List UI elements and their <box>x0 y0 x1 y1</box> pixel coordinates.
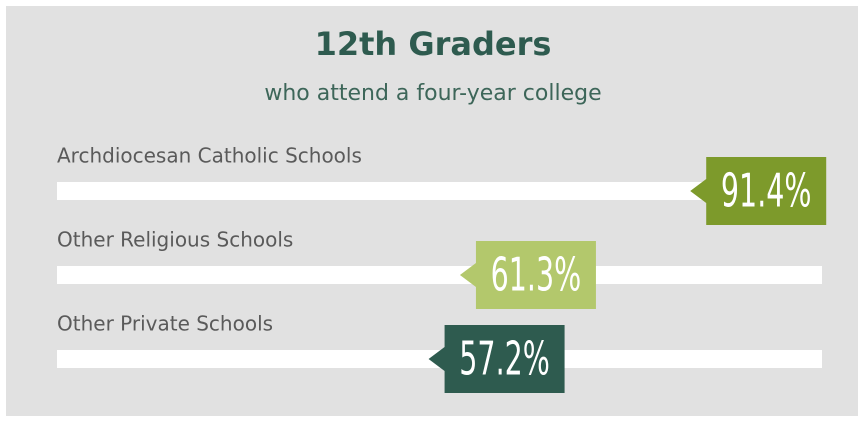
value-label: 57.2% <box>459 333 550 387</box>
bar <box>690 157 827 225</box>
category-label: Other Religious Schools <box>57 228 293 252</box>
category-label: Other Private Schools <box>57 312 273 336</box>
category-label: Archdiocesan Catholic Schools <box>57 144 362 168</box>
chart-subtitle: who attend a four-year college <box>264 81 601 106</box>
value-label: 91.4% <box>721 165 812 219</box>
track <box>57 182 822 200</box>
value-label: 61.3% <box>491 249 582 303</box>
track <box>57 266 822 284</box>
bar <box>428 325 565 393</box>
chart-title: 12th Graders <box>315 25 552 63</box>
bar <box>459 241 596 309</box>
